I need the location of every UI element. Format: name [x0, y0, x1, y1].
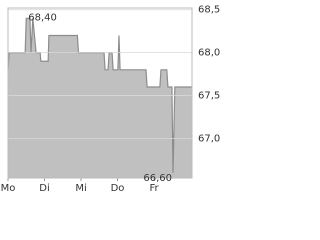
x-tick-label: Mi [75, 183, 86, 194]
y-tick-label: 67,0 [198, 134, 220, 145]
annotation: 68,40 [28, 12, 57, 23]
y-tick-label: 68,5 [198, 5, 220, 16]
x-tick-label: Mo [1, 183, 16, 194]
y-tick-label: 67,5 [198, 91, 220, 102]
chart: 67,0 67,5 68,0 68,5 Mo Di Mi Do Fr 68,40 66,60 [1, 5, 221, 194]
plot-border [7, 7, 193, 179]
x-tick-label: Do [111, 183, 125, 194]
x-tick-label: Fr [149, 183, 159, 194]
annotation: 66,60 [143, 173, 172, 184]
page: {"chart_data": {"type": "area", "x": [0,… [0, 4, 221, 194]
area [8, 18, 192, 179]
line [7, 17, 192, 173]
y-tick-label: 68,0 [198, 48, 220, 59]
x-tick-label: Di [39, 183, 49, 194]
